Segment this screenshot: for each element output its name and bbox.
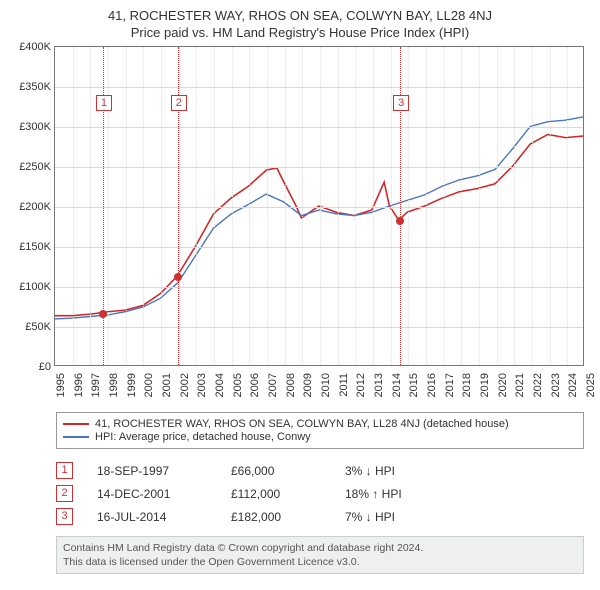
transaction-hpi-diff: 3% ↓ HPI: [345, 464, 455, 478]
transaction-marker-badge: 1: [96, 95, 112, 111]
transaction-row: 2 14-DEC-2001 £112,000 18% ↑ HPI: [56, 482, 584, 505]
transaction-price: £182,000: [231, 510, 321, 524]
series-line: [55, 134, 583, 315]
page: 41, ROCHESTER WAY, RHOS ON SEA, COLWYN B…: [0, 0, 600, 574]
transaction-date: 18-SEP-1997: [97, 464, 207, 478]
title-address: 41, ROCHESTER WAY, RHOS ON SEA, COLWYN B…: [10, 8, 590, 23]
legend-label: HPI: Average price, detached house, Conw…: [95, 431, 311, 443]
y-axis-label: £300K: [19, 121, 51, 133]
transaction-marker-badge: 3: [393, 95, 409, 111]
series-line: [55, 117, 583, 319]
y-axis-label: £100K: [19, 281, 51, 293]
plot-area: £0£50K£100K£150K£200K£250K£300K£350K£400…: [54, 46, 584, 366]
legend-label: 41, ROCHESTER WAY, RHOS ON SEA, COLWYN B…: [95, 418, 509, 430]
legend: 41, ROCHESTER WAY, RHOS ON SEA, COLWYN B…: [56, 412, 584, 449]
transaction-index-badge: 1: [56, 462, 73, 479]
line-series: [55, 47, 583, 365]
title-subtitle: Price paid vs. HM Land Registry's House …: [10, 25, 590, 40]
licence-footer: Contains HM Land Registry data © Crown c…: [56, 536, 584, 574]
transaction-index-badge: 2: [56, 485, 73, 502]
y-axis-label: £350K: [19, 81, 51, 93]
footer-line-1: Contains HM Land Registry data © Crown c…: [63, 541, 577, 555]
transaction-price: £66,000: [231, 464, 321, 478]
transaction-date: 16-JUL-2014: [97, 510, 207, 524]
transaction-row: 1 18-SEP-1997 £66,000 3% ↓ HPI: [56, 459, 584, 482]
y-axis-label: £200K: [19, 201, 51, 213]
chart: £0£50K£100K£150K£200K£250K£300K£350K£400…: [10, 46, 590, 406]
footer-line-2: This data is licensed under the Open Gov…: [63, 555, 577, 569]
y-axis-label: £250K: [19, 161, 51, 173]
legend-swatch: [63, 423, 89, 425]
transaction-date: 14-DEC-2001: [97, 487, 207, 501]
y-axis-label: £400K: [19, 41, 51, 53]
transaction-marker-dot: [396, 217, 404, 225]
transaction-marker-dot: [174, 273, 182, 281]
y-axis-label: £150K: [19, 241, 51, 253]
transaction-price: £112,000: [231, 487, 321, 501]
transaction-marker-dot: [99, 310, 107, 318]
y-axis-label: £0: [39, 361, 51, 373]
y-axis-label: £50K: [25, 321, 51, 333]
transaction-hpi-diff: 18% ↑ HPI: [345, 487, 455, 501]
transaction-hpi-diff: 7% ↓ HPI: [345, 510, 455, 524]
chart-titles: 41, ROCHESTER WAY, RHOS ON SEA, COLWYN B…: [10, 8, 590, 40]
transactions-table: 1 18-SEP-1997 £66,000 3% ↓ HPI 2 14-DEC-2001 £…: [56, 459, 584, 528]
legend-row: HPI: Average price, detached house, Conw…: [63, 431, 577, 443]
transaction-index-badge: 3: [56, 508, 73, 525]
legend-swatch: [63, 436, 89, 438]
transaction-marker-badge: 2: [171, 95, 187, 111]
legend-row: 41, ROCHESTER WAY, RHOS ON SEA, COLWYN B…: [63, 418, 577, 430]
transaction-row: 3 16-JUL-2014 £182,000 7% ↓ HPI: [56, 505, 584, 528]
